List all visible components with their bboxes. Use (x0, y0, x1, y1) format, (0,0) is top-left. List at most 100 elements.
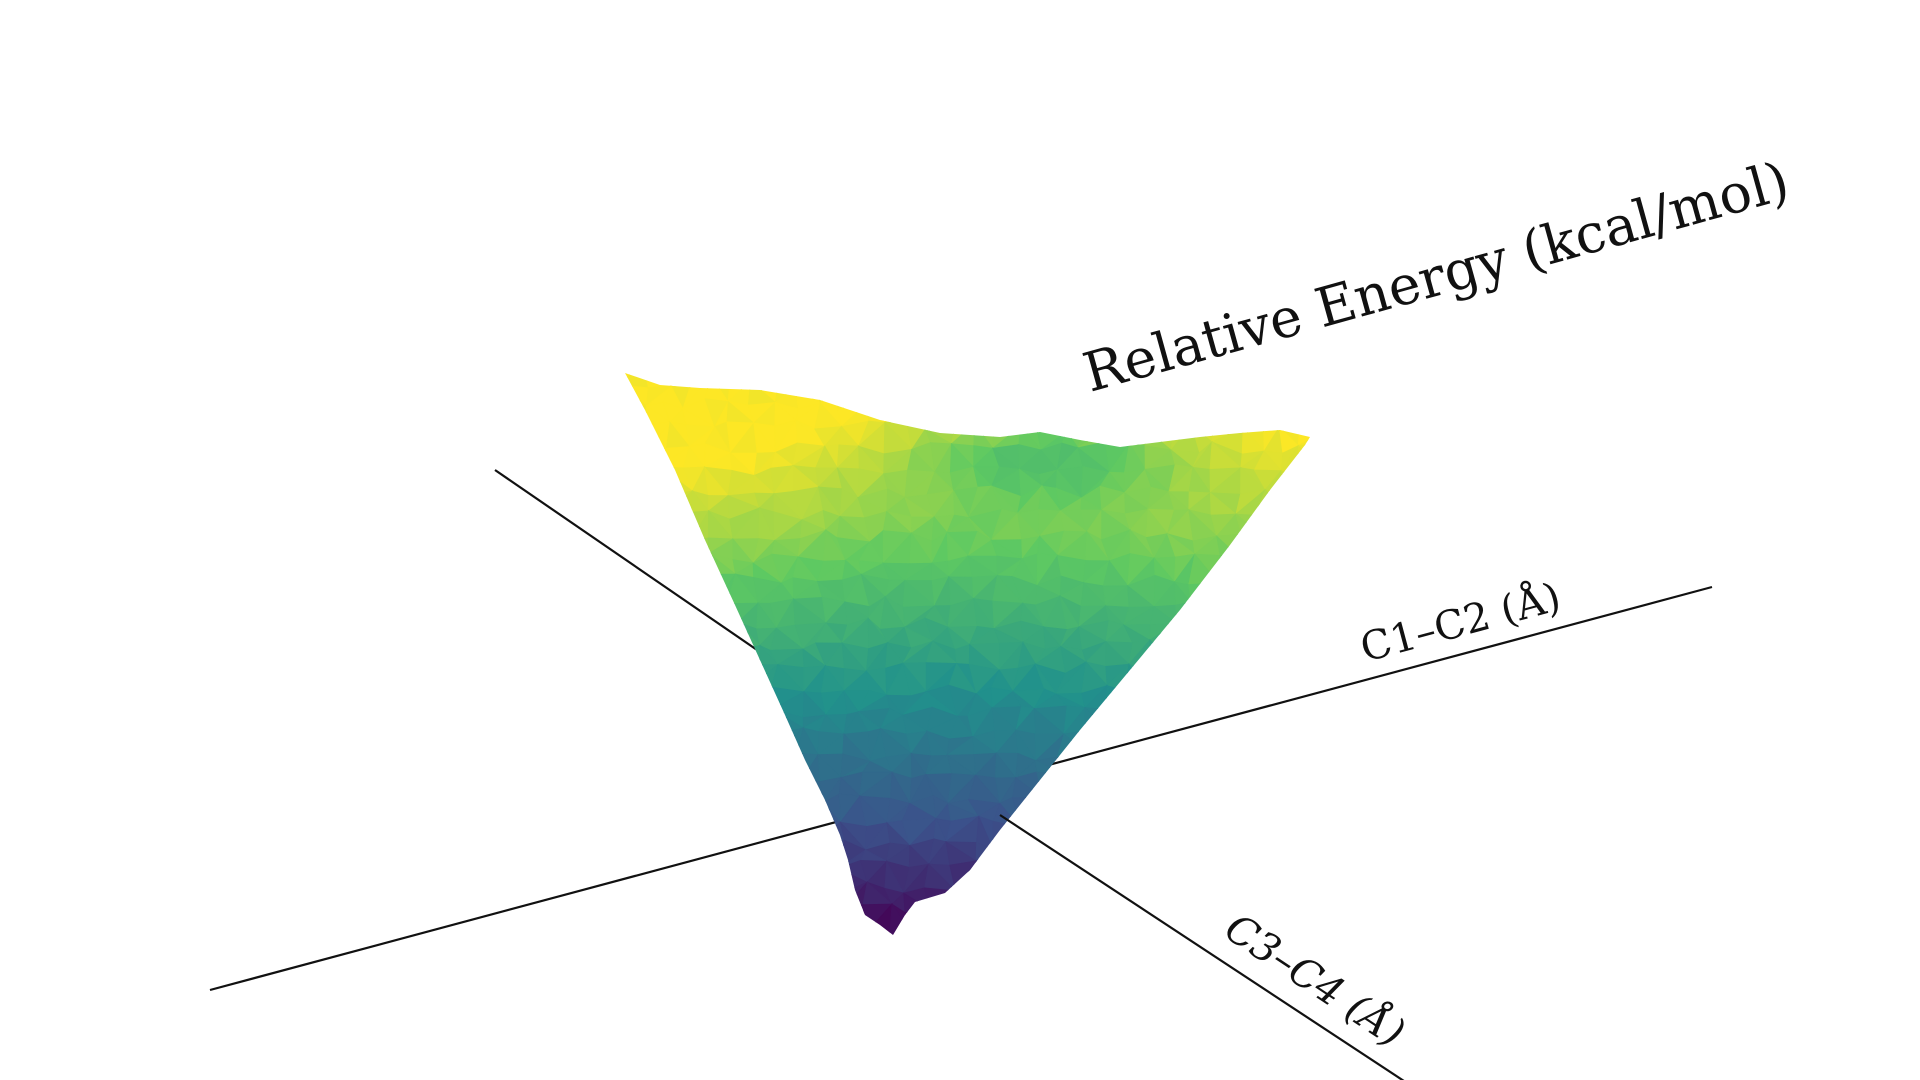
surface-facet (779, 890, 804, 915)
surface-facet (792, 931, 825, 935)
surface-facet (884, 408, 908, 424)
surface-facet (595, 663, 619, 694)
surface-facet (1146, 772, 1173, 796)
surface-facet (625, 465, 643, 492)
surface-facet (1328, 541, 1348, 555)
surface-facet (858, 373, 887, 389)
surface-facet (838, 931, 869, 935)
surface-facet (1308, 402, 1310, 428)
surface-facet (775, 816, 794, 848)
surface-facet (858, 373, 892, 388)
surface-facet (1255, 375, 1285, 406)
surface-facet (626, 799, 648, 819)
surface-facet (659, 756, 695, 782)
surface-facet (1035, 824, 1068, 849)
surface-facet (648, 727, 670, 760)
surface-facet (1037, 373, 1059, 378)
surface-facet (1038, 375, 1069, 406)
surface-facet (775, 841, 803, 870)
surface-facet (625, 845, 628, 872)
surface-facet (1057, 375, 1087, 404)
surface-facet (1284, 666, 1309, 692)
surface-facet (771, 778, 804, 804)
surface-facet (1100, 870, 1125, 889)
surface-facet (641, 800, 667, 827)
surface-facet (1275, 577, 1303, 604)
surface-facet (627, 509, 647, 540)
surface-facet (1253, 794, 1286, 820)
surface-facet (683, 861, 706, 890)
surface-facet (1217, 882, 1241, 914)
surface-facet (924, 378, 958, 408)
surface-facet (1085, 838, 1106, 873)
surface-facet (1286, 668, 1308, 691)
surface-facet (1146, 686, 1176, 711)
surface-facet (665, 667, 686, 687)
surface-facet (1110, 758, 1132, 782)
surface-facet (996, 383, 1021, 411)
surface-facet (815, 373, 848, 383)
surface-facet (906, 402, 936, 430)
surface-facet (1193, 861, 1221, 885)
surface-facet (1237, 731, 1257, 755)
surface-facet (711, 606, 739, 623)
surface-facet (1170, 775, 1201, 806)
surface-facet (1055, 927, 1084, 935)
surface-facet (1011, 884, 1035, 913)
surface-facet (1192, 824, 1223, 840)
surface-facet (1255, 373, 1285, 378)
surface-facet (1323, 774, 1344, 800)
surface-facet (638, 817, 667, 846)
surface-facet (625, 373, 649, 389)
surface-facet (727, 927, 750, 935)
surface-facet (670, 865, 689, 890)
surface-facet (1217, 557, 1244, 584)
surface-facet (1263, 642, 1277, 664)
surface-facet (948, 928, 980, 935)
surface-facet (1327, 530, 1345, 555)
surface-facet (1122, 402, 1147, 430)
surface-facet (638, 824, 672, 845)
surface-facet (1085, 820, 1109, 840)
surface-facet (842, 373, 860, 389)
surface-facet (1325, 357, 1345, 381)
surface-facet (725, 685, 751, 709)
surface-facet (1190, 601, 1217, 620)
surface-facet (639, 648, 667, 673)
surface-facet (1066, 402, 1087, 433)
surface-facet (1299, 733, 1310, 763)
surface-facet (775, 815, 796, 848)
surface-facet (1274, 602, 1308, 626)
surface-facet (596, 752, 623, 779)
surface-facet (822, 909, 842, 934)
surface-facet (625, 815, 628, 847)
surface-facet (973, 859, 991, 889)
surface-facet (792, 928, 825, 935)
surface-facet (754, 772, 777, 804)
surface-facet (842, 380, 867, 405)
surface-facet (1262, 661, 1289, 692)
surface-facet (1189, 883, 1221, 910)
surface-facet (1233, 859, 1256, 891)
surface-facet (645, 684, 670, 718)
surface-facet (1108, 403, 1129, 426)
surface-facet (995, 373, 1021, 387)
surface-facet (598, 466, 624, 496)
surface-facet (1084, 706, 1111, 732)
surface-facet (1282, 794, 1305, 820)
surface-facet (1217, 577, 1244, 609)
surface-facet (1237, 576, 1262, 608)
surface-facet (1065, 795, 1088, 828)
surface-facet (1239, 751, 1257, 780)
surface-facet (1169, 731, 1199, 758)
surface-facet (686, 861, 706, 890)
surface-facet (659, 727, 695, 759)
surface-facet (710, 707, 728, 740)
surface-facet (1197, 732, 1217, 752)
surface-facet (625, 731, 650, 759)
surface-facet (1302, 773, 1310, 803)
surface-facet (1233, 641, 1265, 663)
surface-facet (1194, 640, 1223, 671)
surface-facet (1233, 826, 1264, 848)
surface-facet (1328, 510, 1353, 542)
